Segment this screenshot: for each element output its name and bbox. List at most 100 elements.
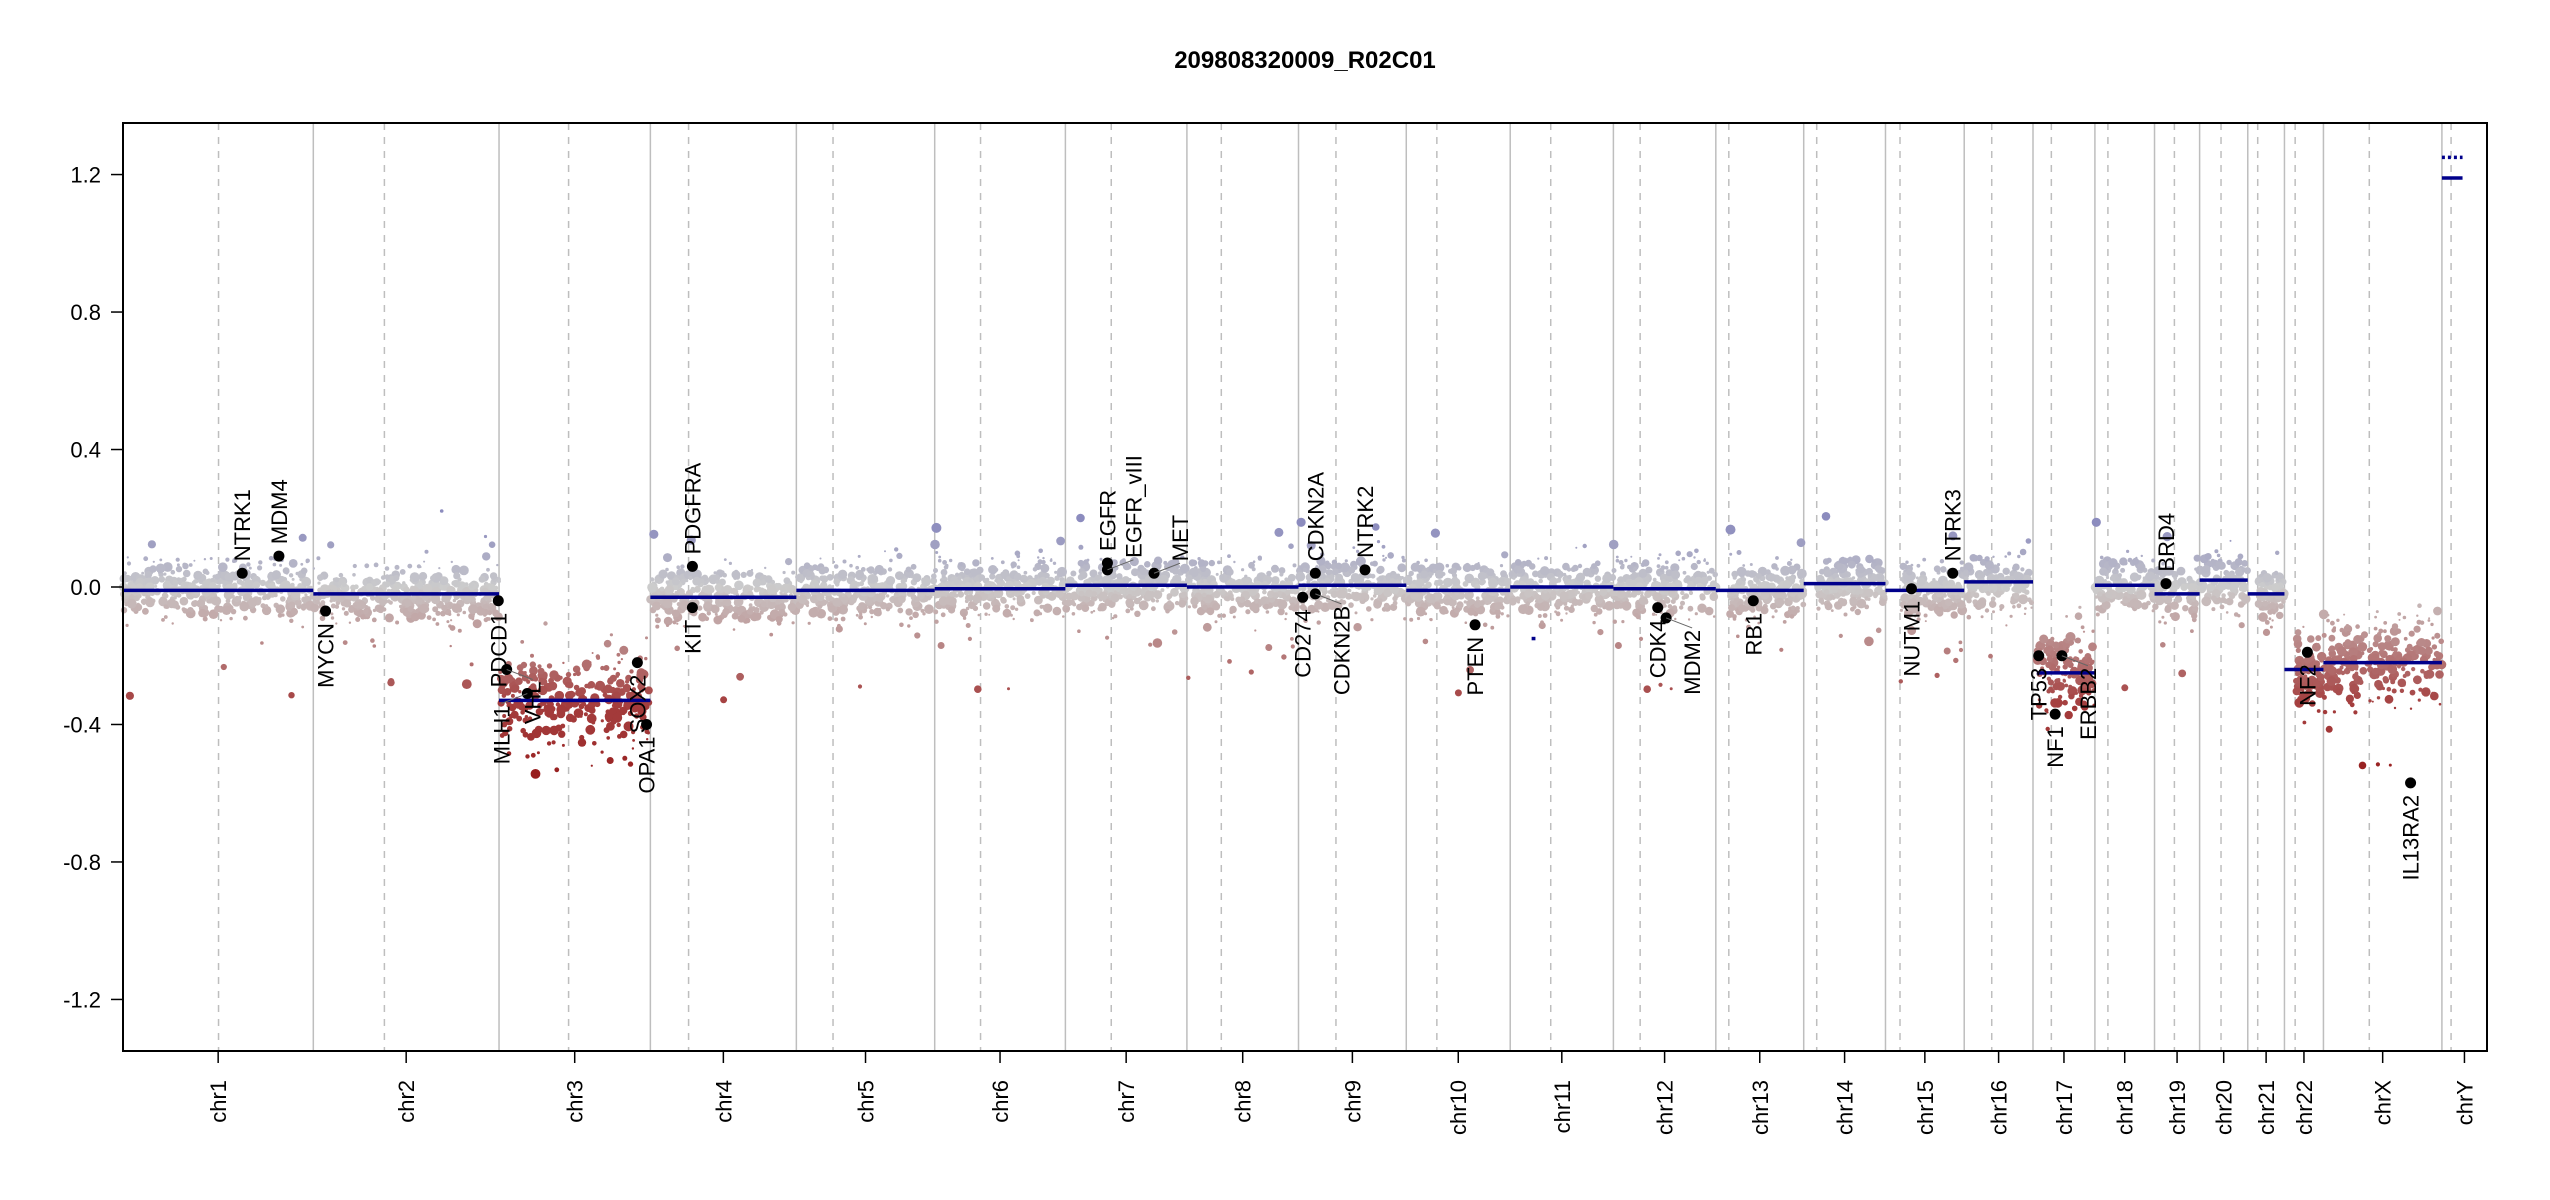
bin-point xyxy=(2294,629,2302,636)
bin-point xyxy=(1796,568,1807,579)
bin-point xyxy=(1612,600,1622,610)
bin-point xyxy=(611,703,617,708)
bin-point xyxy=(2372,641,2379,648)
bin-point xyxy=(442,594,451,603)
bin-point xyxy=(353,584,359,590)
bin-point xyxy=(457,628,462,633)
bin-point xyxy=(1473,563,1481,570)
bin-point xyxy=(782,570,786,575)
bin-point xyxy=(1779,647,1784,652)
bin-point xyxy=(1134,589,1141,597)
bin-point xyxy=(1281,654,1287,660)
bin-point xyxy=(486,600,490,604)
bin-point xyxy=(1004,604,1010,609)
bin-point xyxy=(2339,627,2345,633)
bin-point xyxy=(1662,581,1667,586)
bin-point xyxy=(1512,576,1516,580)
bin-point xyxy=(681,578,686,584)
bin-point xyxy=(432,617,436,622)
bin-point xyxy=(2088,642,2097,652)
bin-point xyxy=(357,600,367,610)
bin-point xyxy=(737,614,746,623)
bin-point xyxy=(1782,579,1792,590)
bin-point xyxy=(1197,557,1201,561)
bin-point xyxy=(1865,567,1874,576)
bin-point xyxy=(516,715,523,722)
bin-point xyxy=(933,609,939,615)
bin-point xyxy=(221,608,225,612)
bin-point xyxy=(1645,566,1653,574)
bin-point xyxy=(767,599,777,609)
bin-point xyxy=(977,613,981,617)
bin-point xyxy=(1392,595,1398,602)
bin-point xyxy=(2403,636,2408,641)
bin-point xyxy=(1166,593,1173,599)
bin-point xyxy=(498,669,503,675)
bin-point xyxy=(1091,596,1097,602)
bin-point xyxy=(1537,614,1542,618)
bin-point xyxy=(1144,561,1151,568)
bin-point xyxy=(294,599,302,607)
bin-point xyxy=(1656,564,1661,568)
bin-point xyxy=(967,601,976,610)
bin-point xyxy=(508,713,514,719)
bin-point xyxy=(2353,710,2358,715)
bin-point xyxy=(1527,578,1535,586)
bin-point xyxy=(1252,560,1256,563)
bin-point xyxy=(2132,599,2143,610)
bin-point xyxy=(1032,567,1038,572)
bin-point xyxy=(1856,597,1861,601)
bin-point xyxy=(419,565,422,569)
bin-point xyxy=(1819,568,1825,575)
bin-point xyxy=(387,678,395,687)
bin-point xyxy=(2370,653,2380,664)
bin-point xyxy=(1619,564,1625,570)
bin-point xyxy=(1739,584,1745,590)
bin-point xyxy=(2316,673,2325,681)
bin-point xyxy=(476,606,486,616)
bin-point xyxy=(209,557,213,560)
bin-point xyxy=(2065,615,2069,618)
bin-point xyxy=(1071,612,1076,616)
bin-point xyxy=(2293,687,2301,695)
bin-point xyxy=(507,726,513,732)
bin-point xyxy=(182,608,188,614)
bin-point xyxy=(1024,593,1031,599)
bin-point xyxy=(1019,574,1028,583)
bin-point xyxy=(1540,590,1551,601)
bin-point xyxy=(1390,574,1395,579)
bin-point xyxy=(1190,559,1198,566)
bin-point xyxy=(1836,563,1844,571)
bin-point xyxy=(1113,614,1116,617)
bin-point xyxy=(855,565,860,570)
bin-point xyxy=(2353,635,2363,644)
bin-point xyxy=(875,594,884,603)
bin-point xyxy=(2267,585,2273,591)
bin-point xyxy=(1967,565,1972,570)
bin-point xyxy=(1052,561,1057,565)
bin-point xyxy=(2062,699,2068,706)
gene-point xyxy=(686,560,698,572)
bin-point xyxy=(2237,601,2245,608)
bin-point xyxy=(382,607,387,612)
bin-point xyxy=(530,769,541,779)
bin-point xyxy=(1043,603,1053,613)
bin-point xyxy=(2068,693,2075,700)
bin-point xyxy=(1908,611,1913,616)
bin-point xyxy=(2050,636,2055,642)
bin-point xyxy=(1206,607,1215,616)
bin-point xyxy=(605,709,611,715)
bin-point xyxy=(2064,710,2073,720)
bin-point xyxy=(2095,577,2101,584)
bin-point xyxy=(934,619,939,624)
bin-point xyxy=(1999,590,2004,595)
bin-point xyxy=(1197,559,1206,567)
bin-point xyxy=(523,671,527,675)
gene-point xyxy=(2160,578,2172,590)
bin-point xyxy=(244,579,254,588)
bin-point xyxy=(2355,624,2360,629)
bin-point xyxy=(2101,600,2111,610)
bin-point xyxy=(1167,600,1172,606)
bin-point xyxy=(2173,576,2178,581)
bin-point xyxy=(522,717,529,724)
